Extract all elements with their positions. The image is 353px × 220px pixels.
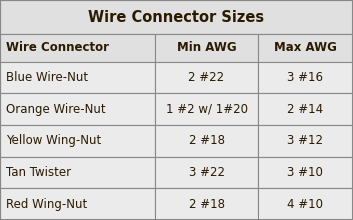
Text: 1 #2 w/ 1#20: 1 #2 w/ 1#20 bbox=[166, 103, 247, 116]
Bar bbox=[258, 188, 353, 220]
Text: 3 #16: 3 #16 bbox=[287, 71, 323, 84]
Text: Wire Connector: Wire Connector bbox=[6, 41, 109, 54]
Bar bbox=[155, 62, 258, 93]
Text: 2 #18: 2 #18 bbox=[189, 134, 225, 147]
Bar bbox=[258, 34, 353, 62]
Bar bbox=[155, 93, 258, 125]
Bar bbox=[0, 157, 155, 188]
Bar bbox=[155, 34, 258, 62]
Bar bbox=[258, 157, 353, 188]
Text: 2 #22: 2 #22 bbox=[189, 71, 225, 84]
Text: Wire Connector Sizes: Wire Connector Sizes bbox=[89, 9, 264, 25]
Text: 3 #22: 3 #22 bbox=[189, 166, 225, 179]
Text: Blue Wire-Nut: Blue Wire-Nut bbox=[6, 71, 88, 84]
Bar bbox=[0, 93, 155, 125]
Bar bbox=[258, 93, 353, 125]
Text: Yellow Wing-Nut: Yellow Wing-Nut bbox=[6, 134, 101, 147]
Bar bbox=[155, 125, 258, 157]
Text: 3 #12: 3 #12 bbox=[287, 134, 323, 147]
Bar bbox=[0, 125, 155, 157]
Bar bbox=[0, 188, 155, 220]
Text: Max AWG: Max AWG bbox=[274, 41, 337, 54]
Text: 3 #10: 3 #10 bbox=[287, 166, 323, 179]
Text: Orange Wire-Nut: Orange Wire-Nut bbox=[6, 103, 105, 116]
Bar bbox=[258, 125, 353, 157]
Bar bbox=[155, 157, 258, 188]
Bar bbox=[0, 34, 155, 62]
Bar bbox=[0, 0, 353, 34]
Text: 4 #10: 4 #10 bbox=[287, 198, 323, 211]
Text: Min AWG: Min AWG bbox=[177, 41, 236, 54]
Text: Red Wing-Nut: Red Wing-Nut bbox=[6, 198, 87, 211]
Text: 2 #18: 2 #18 bbox=[189, 198, 225, 211]
Bar bbox=[0, 62, 155, 93]
Text: 2 #14: 2 #14 bbox=[287, 103, 323, 116]
Text: Tan Twister: Tan Twister bbox=[6, 166, 71, 179]
Bar bbox=[155, 188, 258, 220]
Bar bbox=[258, 62, 353, 93]
